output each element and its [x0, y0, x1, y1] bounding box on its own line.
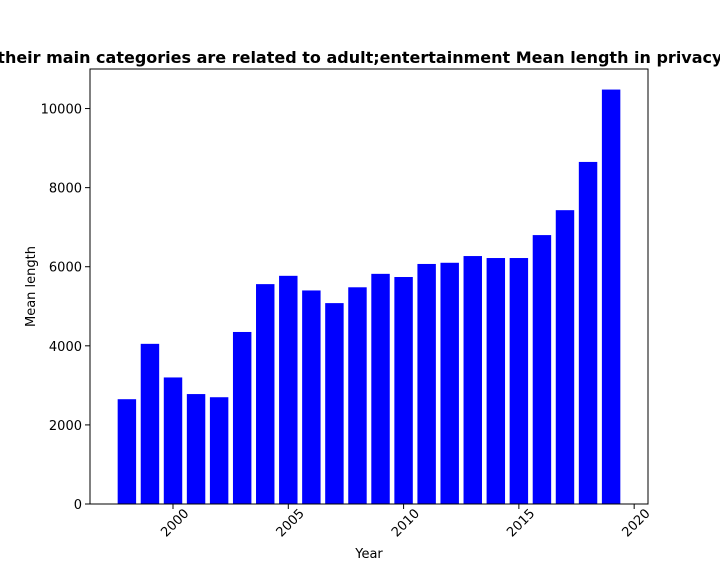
bar-2019	[601, 89, 621, 505]
chart-title: Websites that their main categories are …	[0, 48, 720, 67]
bar-2015	[509, 258, 529, 504]
y-axis: 0 2000 4000 6000 8000 10000	[41, 103, 90, 513]
y-tick-label: 0	[74, 498, 82, 513]
bar-2016	[532, 235, 552, 504]
y-tick-label: 2000	[49, 419, 82, 434]
bar-2001	[186, 394, 206, 504]
y-tick-label: 4000	[49, 340, 82, 355]
y-tick-label: 8000	[49, 182, 82, 197]
bar-2011	[417, 263, 436, 504]
bar-2006	[302, 290, 321, 504]
y-tick-label: 10000	[41, 103, 82, 118]
plot-frame	[89, 68, 649, 505]
bar-2005	[279, 275, 298, 504]
bar-2008	[348, 287, 367, 504]
x-tick-label: 2000	[158, 506, 192, 540]
bar-2009	[371, 273, 390, 504]
y-tick-label: 6000	[49, 261, 82, 276]
bar-2000	[163, 377, 183, 504]
bar-2012	[440, 262, 459, 504]
bar-2014	[486, 258, 506, 504]
x-tick-label: 2005	[274, 506, 308, 540]
bar-1998	[117, 399, 137, 504]
bar-2007	[325, 303, 344, 504]
bar-2002	[209, 397, 229, 504]
bars-group	[117, 89, 621, 505]
bar-2018	[578, 161, 598, 504]
x-tick-label: 2015	[504, 506, 538, 540]
bar-2010	[394, 277, 413, 504]
x-axis: 2000 2005 2010 2015 2020	[158, 504, 654, 540]
x-tick-label: 2010	[389, 506, 423, 540]
x-tick-label: 2020	[620, 506, 654, 540]
x-axis-label: Year	[354, 547, 383, 562]
y-axis-label: Mean length	[24, 246, 39, 327]
bar-2017	[555, 210, 575, 504]
bar-2004	[256, 284, 275, 504]
bar-1999	[140, 343, 160, 504]
bar-2003	[232, 331, 252, 504]
bar-2013	[463, 256, 482, 504]
